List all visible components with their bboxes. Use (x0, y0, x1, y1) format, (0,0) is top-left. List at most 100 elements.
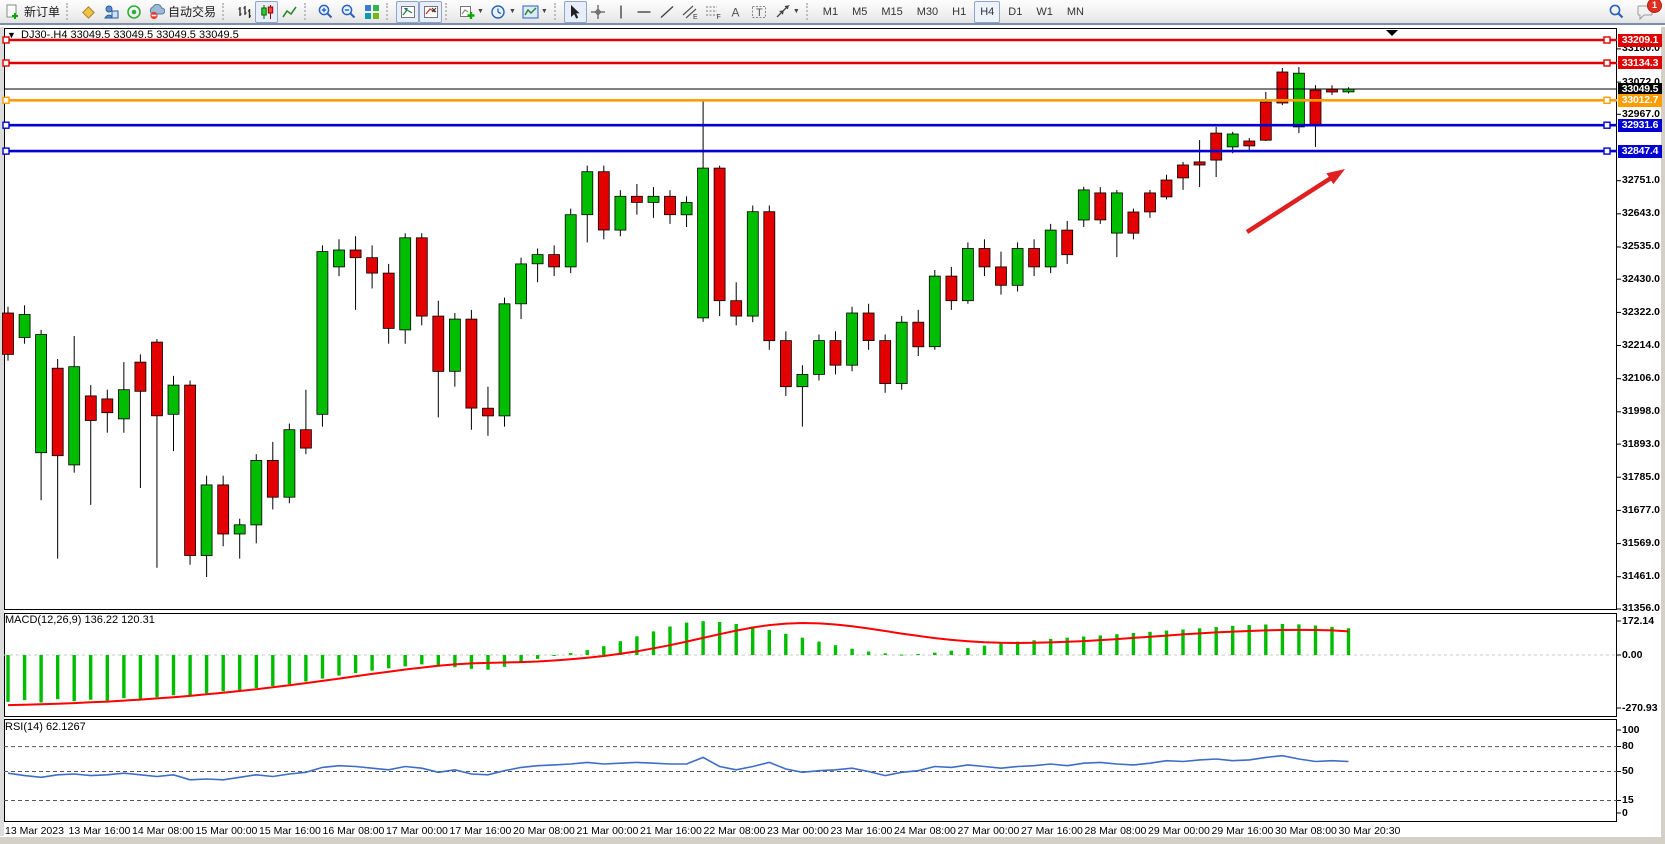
timeframe-button-W1[interactable]: W1 (1036, 5, 1053, 18)
indicator-window-1-icon (399, 3, 416, 20)
period-button[interactable]: ▼ (487, 1, 519, 23)
time-label: 22 Mar 08:00 (703, 825, 766, 837)
notifications-button[interactable]: 1 (1634, 0, 1662, 23)
timeframe-button-H1[interactable]: H1 (952, 5, 967, 18)
arrows-caret-icon: ▼ (792, 8, 800, 15)
price-tick: 32322.0 (1622, 305, 1660, 318)
chart-title: DJ30-.H4 33049.5 33049.5 33049.5 33049.5 (21, 29, 239, 41)
chart-menu-triangle-icon[interactable]: ▼ (7, 30, 16, 40)
search-button[interactable] (1605, 1, 1628, 23)
new-order-label: 新订单 (24, 5, 61, 19)
macd-label: MACD(12,26,9) 136.22 120.31 (5, 614, 155, 626)
bar-chart-icon (235, 3, 252, 20)
rsi-tick: 100 (1622, 723, 1640, 736)
search-icon (1608, 3, 1625, 20)
price-tick: 31677.0 (1622, 503, 1660, 516)
signals-button[interactable] (122, 1, 145, 23)
text-tool-button[interactable]: A (725, 1, 748, 23)
template-button[interactable]: ▼ (519, 1, 551, 23)
time-label: 29 Mar 00:00 (1148, 825, 1210, 837)
text-label-tool-button[interactable]: T (748, 1, 771, 23)
line-chart-button[interactable] (278, 1, 301, 23)
market-watch-button[interactable] (99, 1, 122, 23)
toolbar-grip (386, 3, 394, 20)
text-icon: A (728, 3, 745, 20)
time-label: 13 Mar 2023 (5, 825, 64, 837)
fibonacci-icon: F (705, 3, 722, 20)
timeframe-button-H4[interactable]: H4 (974, 0, 1001, 23)
price-tick: 32106.0 (1622, 372, 1660, 385)
time-label: 21 Mar 00:00 (576, 825, 639, 837)
price-tick: 31356.0 (1622, 602, 1660, 615)
time-label: 23 Mar 16:00 (830, 825, 893, 837)
time-label: 17 Mar 00:00 (386, 825, 448, 837)
notification-badge: 1 (1647, 0, 1662, 13)
rsi-tick: 15 (1622, 794, 1634, 806)
price-tick: 32967.0 (1622, 107, 1660, 120)
autotrading-button[interactable]: 自动交易 (145, 1, 219, 23)
bar-chart-button[interactable] (232, 1, 255, 23)
candles (2, 67, 1355, 577)
indicator-window-2-icon (422, 3, 439, 20)
equidistant-channel-tool-button[interactable]: E (679, 1, 702, 23)
crosshair-icon (590, 3, 607, 20)
fibonacci-tool-button[interactable]: F (702, 1, 725, 23)
add-indicator-button[interactable]: ▼ (455, 1, 487, 23)
candlestick-chart-button[interactable] (255, 0, 279, 23)
svg-text:E: E (693, 14, 698, 20)
svg-text:F: F (716, 14, 720, 20)
template-caret-icon: ▼ (540, 8, 548, 15)
timeframe-button-D1[interactable]: D1 (1008, 5, 1023, 18)
time-label: 15 Mar 00:00 (195, 825, 258, 837)
candlestick-chart-icon (258, 3, 275, 20)
time-label: 30 Mar 08:00 (1275, 825, 1337, 837)
arrows-tool-button[interactable]: ▼ (771, 1, 803, 23)
timeframe-button-M30[interactable]: M30 (916, 5, 939, 18)
timeframe-toolbar: M1 M5 M15 M30 H1 H4 D1 W1 MN (816, 0, 1091, 23)
timeframe-button-MN[interactable]: MN (1066, 5, 1084, 18)
tile-windows-button[interactable] (360, 1, 383, 23)
timeframe-button-M1[interactable]: M1 (822, 5, 839, 18)
signal-icon (125, 3, 142, 20)
price-tick: 31461.0 (1622, 570, 1660, 583)
add-indicator-caret-icon: ▼ (477, 8, 484, 15)
new-order-button[interactable]: 新订单 (1, 1, 63, 23)
horizontal-line-tool-button[interactable] (633, 1, 656, 23)
price-badge-33049.5: 33049.5 (1618, 82, 1662, 96)
add-indicator-icon (458, 3, 475, 20)
price-badge-33209.1: 33209.1 (1618, 33, 1662, 47)
price-tick: 32535.0 (1622, 240, 1660, 253)
toolbar-grip (445, 3, 453, 20)
tile-windows-icon (363, 3, 380, 20)
line-chart-icon (281, 3, 298, 20)
window-bottom-edge (0, 837, 1665, 844)
zoom-in-button[interactable] (314, 1, 337, 23)
timeframe-button-M15[interactable]: M15 (881, 5, 903, 18)
time-label: 27 Mar 00:00 (957, 825, 1020, 837)
vertical-line-tool-button[interactable] (610, 1, 633, 23)
price-badge-33012.7: 33012.7 (1618, 93, 1662, 107)
rsi-line (7, 754, 1349, 781)
timeframe-button-M5[interactable]: M5 (852, 5, 868, 18)
equidistant-channel-icon: E (682, 3, 699, 20)
pane-2 (4, 719, 1617, 822)
price-badge-33134.3: 33134.3 (1618, 56, 1662, 70)
price-tick: 31893.0 (1622, 437, 1660, 450)
rsi-tick: 0 (1622, 806, 1628, 819)
trendline-tool-button[interactable] (656, 1, 679, 23)
crosshair-tool-button[interactable] (587, 1, 610, 23)
indicator-window-1-button[interactable] (396, 0, 420, 23)
time-label: 15 Mar 16:00 (259, 825, 321, 837)
time-label: 28 Mar 08:00 (1084, 825, 1147, 837)
zoom-out-button[interactable] (337, 1, 360, 23)
price-tick: 31785.0 (1622, 470, 1660, 483)
market-watch-icon (102, 3, 119, 20)
time-label: 29 Mar 16:00 (1211, 825, 1274, 837)
axis-tick-marks (1617, 48, 1621, 814)
profiles-button[interactable] (76, 1, 99, 23)
cursor-tool-button[interactable] (563, 0, 587, 23)
trend-arrow (1245, 169, 1345, 234)
indicator-window-2-button[interactable] (419, 0, 443, 23)
